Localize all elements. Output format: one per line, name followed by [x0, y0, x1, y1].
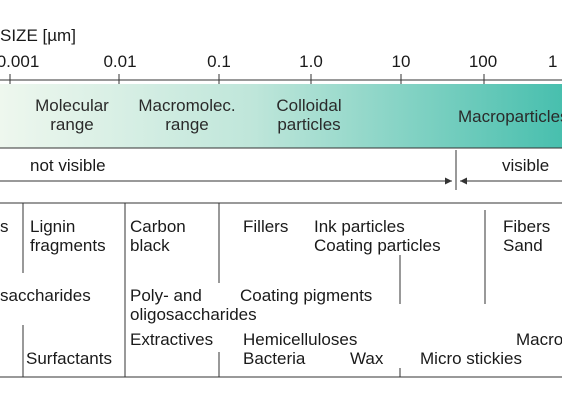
size-axis-title: SIZE [µm] — [0, 26, 76, 45]
range-macromolecular: Macromolec. range — [124, 96, 250, 134]
tick-label-0.01: 0.01 — [103, 52, 137, 71]
lignin-line2: fragments — [30, 236, 106, 255]
tick-label-0.1: 0.1 — [207, 52, 231, 71]
substance-lignin-fragments: Lignin fragments — [30, 217, 106, 255]
substance-poly-oligosaccharides: Poly- and oligosaccharides — [130, 286, 257, 324]
substance-micro-stickies: Micro stickies — [420, 349, 523, 368]
substance-grid-lines — [0, 203, 562, 378]
substance-bacteria: Bacteria — [243, 349, 306, 368]
carbon-line1: Carbon — [130, 217, 186, 236]
substance-saccharides: saccharides — [0, 286, 91, 305]
range-molecular: Molecular range — [20, 96, 124, 134]
visible-label: visible — [502, 156, 550, 175]
not-visible-label: not visible — [30, 156, 106, 175]
tick-label-10: 10 — [391, 52, 411, 71]
substance-fillers: Fillers — [243, 217, 289, 236]
substance-hemicelluloses: Hemicelluloses — [243, 330, 358, 349]
lignin-line1: Lignin — [30, 217, 76, 236]
scale-tick-marks — [0, 74, 562, 84]
substance-macro-cut: Macro — [516, 330, 562, 349]
range-macromolecular-line1: Macromolec. — [138, 96, 236, 115]
fibers-line2: Sand — [503, 236, 543, 255]
substance-carbon-black: Carbon black — [130, 217, 186, 255]
tick-label-cut: 1 — [548, 52, 558, 71]
range-colloidal: Colloidal particles — [256, 96, 362, 134]
substance-cut-s: s — [0, 217, 9, 236]
tick-label-100: 100 — [468, 52, 498, 71]
poly-line2: oligosaccharides — [130, 305, 257, 324]
carbon-line2: black — [130, 236, 170, 255]
fibers-line1: Fibers — [503, 217, 551, 236]
ink-line2: Coating particles — [314, 236, 441, 255]
range-colloidal-line2: particles — [277, 115, 341, 134]
range-colloidal-line1: Colloidal — [276, 96, 342, 115]
substance-wax: Wax — [350, 349, 384, 368]
range-macromolecular-line2: range — [165, 115, 209, 134]
range-band — [0, 84, 562, 148]
ink-line1: Ink particles — [314, 217, 405, 236]
substance-extractives: Extractives — [130, 330, 214, 349]
range-molecular-line2: range — [50, 115, 94, 134]
tick-label-1.0: 1.0 — [299, 52, 323, 71]
visibility-row-lines — [0, 147, 562, 204]
tick-label-0.001: 0.001 — [0, 52, 40, 71]
range-macroparticles: Macroparticles — [458, 107, 562, 126]
substance-coating-pigments: Coating pigments — [240, 286, 373, 305]
substance-ink-coating-particles: Ink particles Coating particles — [314, 217, 441, 255]
range-molecular-line1: Molecular — [35, 96, 109, 115]
substance-surfactants: Surfactants — [26, 349, 112, 368]
substance-fibers-sand: Fibers Sand — [503, 217, 550, 255]
poly-line1: Poly- and — [130, 286, 202, 305]
